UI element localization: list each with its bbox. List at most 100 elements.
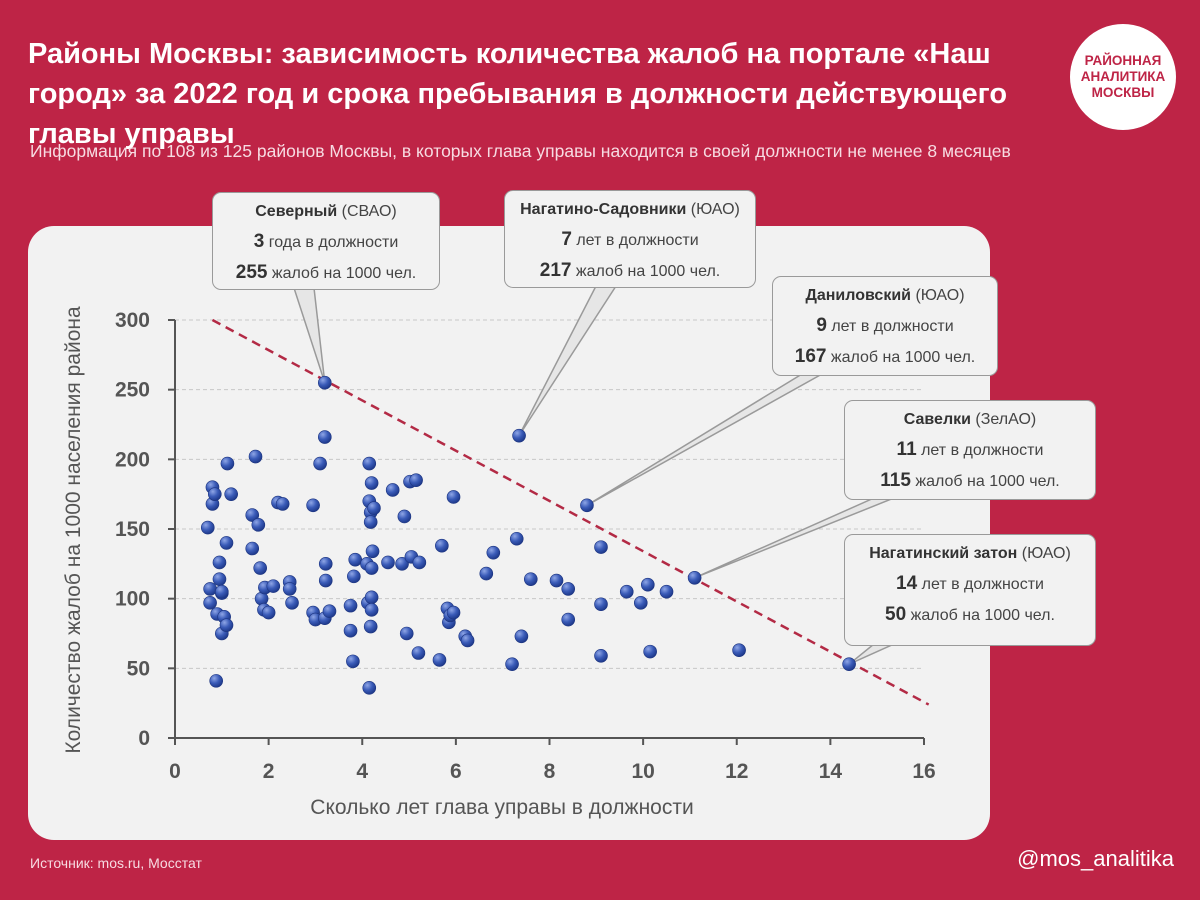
data-point <box>285 596 299 610</box>
data-point <box>732 643 746 658</box>
data-point <box>245 508 260 522</box>
page-title: Районы Москвы: зависимость количества жа… <box>28 38 1008 150</box>
data-point <box>486 545 501 560</box>
y-tick-label: 250 <box>115 379 150 402</box>
data-point <box>633 596 648 610</box>
callout-nagatino-sadovniki: Нагатино-Садовники (ЮАО) 7 лет в должнос… <box>504 190 756 288</box>
callout-years: 14 <box>896 573 918 594</box>
y-tick-label: 50 <box>127 657 150 680</box>
callout-years-text: лет в должности <box>576 232 699 249</box>
x-tick-label: 10 <box>631 760 654 783</box>
y-tick-label: 150 <box>115 518 150 541</box>
data-point <box>411 646 426 660</box>
highlighted-point <box>687 570 702 585</box>
data-point <box>248 449 263 464</box>
callout-district: Северный <box>255 203 338 220</box>
data-point <box>523 572 538 586</box>
callout-district: Нагатино-Садовники <box>520 201 687 218</box>
data-point <box>395 557 409 571</box>
data-point <box>219 536 234 550</box>
data-point <box>619 584 634 599</box>
data-point <box>412 555 427 570</box>
highlighted-point <box>580 498 594 513</box>
y-tick-label: 100 <box>115 588 150 611</box>
callout-severny: Северный (СВАО) 3 года в должности 255 ж… <box>212 192 440 290</box>
callout-pointer <box>586 373 825 506</box>
data-point <box>343 623 358 638</box>
data-point <box>409 473 423 488</box>
y-axis-label: Количество жалоб на 1000 населения район… <box>62 306 85 754</box>
callout-years: 3 <box>253 231 265 252</box>
callout-pointer <box>292 287 326 383</box>
data-point <box>362 456 377 471</box>
data-point <box>200 520 215 535</box>
data-point <box>362 681 377 695</box>
callout-okrug: (СВАО) <box>341 203 397 220</box>
x-tick-label: 16 <box>912 760 935 783</box>
data-point <box>282 582 297 596</box>
logo-text: РАЙОННАЯ АНАЛИТИКА МОСКВЫ <box>1080 53 1166 100</box>
data-point <box>549 573 564 588</box>
y-tick-label: 200 <box>115 448 150 471</box>
x-tick-label: 6 <box>450 760 462 783</box>
callout-years-text: лет в должности <box>921 576 1044 593</box>
callout-danilovsky: Даниловский (ЮАО) 9 лет в должности 167 … <box>772 276 998 376</box>
page-subtitle: Информация по 108 из 125 районов Москвы,… <box>30 141 1011 161</box>
callout-nagatinsky-zaton: Нагатинский затон (ЮАО) 14 лет в должнос… <box>844 534 1096 646</box>
data-point <box>479 566 494 581</box>
data-point <box>203 596 217 610</box>
callout-years-text: года в должности <box>268 234 399 251</box>
data-point <box>306 498 320 513</box>
x-axis-label: Сколько лет глава управы в должности <box>310 796 693 819</box>
callout-complaints-text: жалоб на 1000 чел. <box>575 263 721 280</box>
data-point <box>224 487 238 501</box>
data-point <box>322 604 337 619</box>
axes <box>168 319 925 745</box>
x-tick-label: 2 <box>263 760 275 783</box>
data-point <box>505 657 519 671</box>
data-point <box>347 569 361 584</box>
data-point <box>364 603 379 617</box>
callout-complaints: 217 <box>539 260 572 281</box>
callout-complaints: 115 <box>880 470 911 491</box>
data-point <box>561 582 576 596</box>
data-point <box>313 456 327 471</box>
data-point <box>275 497 290 511</box>
y-tick-label: 300 <box>115 309 150 332</box>
brand-logo: РАЙОННАЯ АНАЛИТИКА МОСКВЫ <box>1070 24 1176 130</box>
data-point <box>343 598 358 613</box>
trend-line <box>211 318 930 706</box>
highlighted-point <box>512 428 526 443</box>
data-point <box>643 644 657 659</box>
data-point <box>261 605 276 620</box>
data-point <box>594 540 608 554</box>
social-handle: @mos_analitika <box>1017 846 1174 871</box>
data-point <box>446 605 461 620</box>
data-point <box>212 555 227 570</box>
data-point <box>207 487 222 501</box>
data-point <box>435 538 449 553</box>
callout-district: Даниловский <box>805 287 912 304</box>
data-point <box>365 544 380 559</box>
callout-years-text: лет в должности <box>921 442 1044 459</box>
data-point <box>659 584 674 599</box>
data-point <box>318 557 333 571</box>
data-point <box>460 633 475 648</box>
data-point <box>397 509 412 524</box>
data-point <box>253 561 267 575</box>
x-tick-label: 0 <box>169 760 181 783</box>
callout-complaints: 50 <box>885 604 907 625</box>
data-points <box>200 375 856 695</box>
callout-complaints: 167 <box>794 346 827 367</box>
callout-years-text: лет в должности <box>831 318 954 335</box>
callout-leaders <box>292 285 895 665</box>
data-point <box>641 577 655 592</box>
data-point <box>432 653 447 667</box>
callout-complaints-text: жалоб на 1000 чел. <box>915 473 1060 490</box>
callout-okrug: (ЮАО) <box>915 287 965 304</box>
data-point <box>220 456 235 471</box>
data-point <box>318 573 333 588</box>
callout-okrug: (ЮАО) <box>1021 545 1071 562</box>
data-point <box>251 518 266 532</box>
